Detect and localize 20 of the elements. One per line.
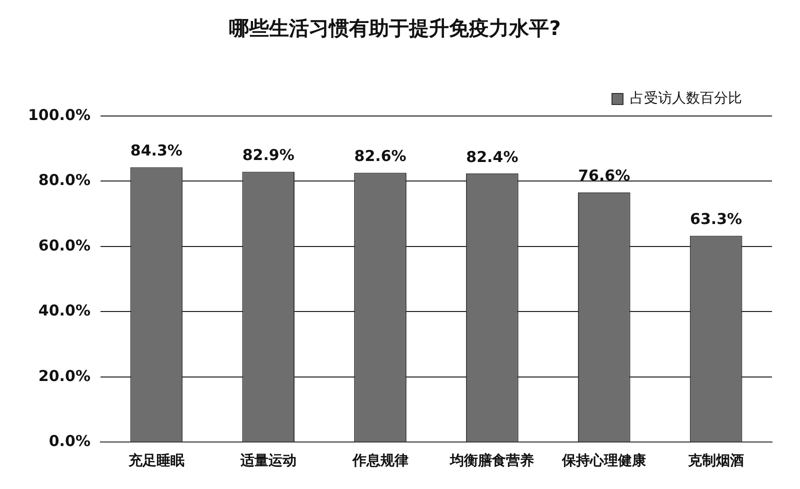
data-label: 82.4%	[466, 148, 518, 166]
y-tick-label: 0.0%	[48, 432, 90, 450]
x-tick-label: 作息规律	[351, 453, 408, 470]
chart-title: 哪些生活习惯有助于提升免疫力水平?	[229, 16, 561, 40]
x-tick-label: 适量运动	[239, 452, 296, 470]
data-label: 84.3%	[130, 142, 182, 160]
x-tick-label: 均衡膳食营养	[449, 452, 534, 470]
x-tick-label: 充足睡眠	[127, 452, 184, 470]
data-label: 76.6%	[578, 166, 630, 185]
x-tick-label: 保持心理健康	[561, 452, 648, 470]
y-tick-label: 100.0%	[28, 106, 90, 124]
y-tick-label: 40.0%	[38, 302, 90, 320]
y-tick-label: 20.0%	[38, 366, 90, 385]
data-label: 82.9%	[242, 146, 294, 164]
y-tick-label: 80.0%	[38, 171, 90, 190]
y-tick-label: 60.0%	[38, 236, 90, 254]
data-label: 82.6%	[354, 147, 406, 166]
x-tick-label: 克制烟酒	[687, 453, 744, 470]
legend-label: 占受访人数百分比	[630, 90, 742, 107]
data-label: 63.3%	[690, 210, 742, 228]
